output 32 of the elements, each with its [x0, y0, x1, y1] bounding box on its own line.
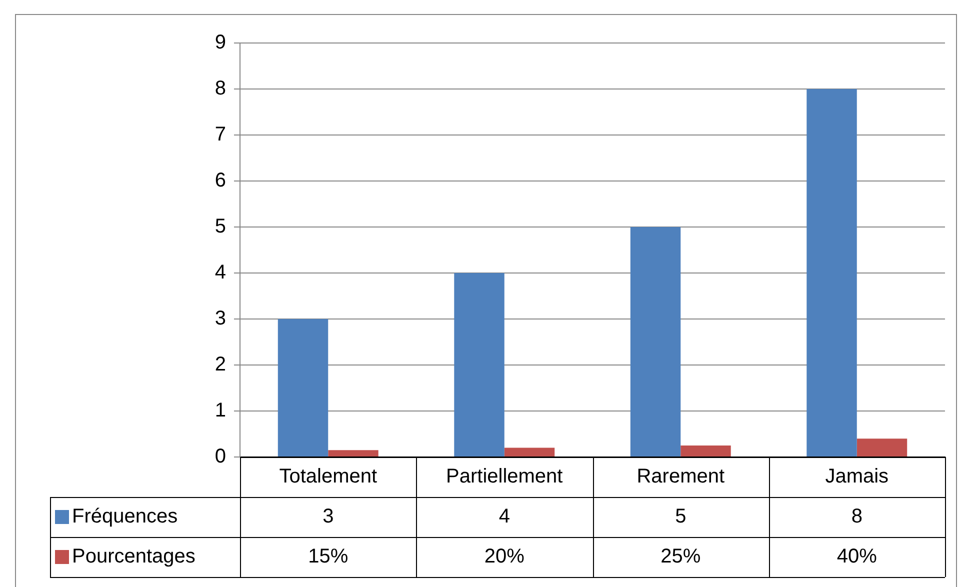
- y-tick-label: 9: [214, 32, 226, 54]
- data-label: 25%: [660, 546, 701, 568]
- data-label: 4: [498, 506, 510, 528]
- bar: [278, 319, 328, 456]
- bar: [454, 273, 504, 456]
- y-tick-label: 2: [214, 354, 226, 376]
- y-tick-label: 4: [214, 262, 226, 284]
- x-tick-label: Totalement: [279, 466, 378, 488]
- data-label: 15%: [308, 546, 348, 568]
- bar: [328, 450, 378, 456]
- y-tick-label: 8: [214, 78, 226, 100]
- y-tick-label: 5: [214, 216, 226, 238]
- y-tick-label: 7: [214, 124, 226, 146]
- bar: [630, 227, 681, 456]
- legend-label: Fréquences: [72, 506, 178, 528]
- y-tick-label: 3: [214, 308, 226, 330]
- y-tick-label: 1: [214, 400, 226, 422]
- x-tick-label: Partiellement: [446, 466, 564, 488]
- data-label: 8: [851, 506, 862, 528]
- legend-label: Pourcentages: [72, 546, 196, 568]
- bar: [856, 438, 908, 456]
- x-tick-label: Rarement: [636, 466, 725, 488]
- y-tick-label: 6: [214, 170, 226, 192]
- x-tick-label: Jamais: [825, 466, 889, 488]
- y-tick-label: 0: [214, 446, 226, 468]
- data-label: 3: [322, 506, 334, 528]
- bar: [504, 448, 555, 456]
- bar: [806, 89, 857, 456]
- data-label: 20%: [484, 546, 525, 568]
- data-label: 5: [675, 506, 686, 528]
- bar: [680, 446, 731, 456]
- data-label: 40%: [836, 546, 878, 568]
